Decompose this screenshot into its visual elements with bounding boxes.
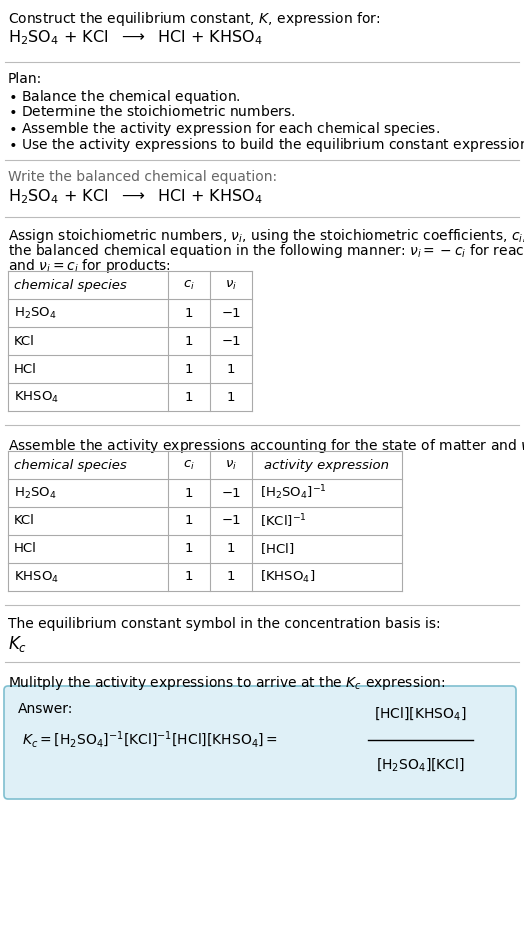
Text: 1: 1	[185, 390, 193, 403]
Text: HCl: HCl	[14, 543, 37, 555]
Text: $K_c = [\mathregular{H_2SO_4}]^{-1} [\mathregular{KCl}]^{-1} [\mathregular{HCl}]: $K_c = [\mathregular{H_2SO_4}]^{-1} [\ma…	[22, 730, 278, 751]
Text: $\mathregular{H_2SO_4}$ + KCl  $\longrightarrow$  HCl + $\mathregular{KHSO_4}$: $\mathregular{H_2SO_4}$ + KCl $\longrigh…	[8, 28, 263, 47]
Text: 1: 1	[185, 363, 193, 376]
Text: 1: 1	[227, 390, 235, 403]
Text: KCl: KCl	[14, 514, 35, 528]
Text: and $\nu_i = c_i$ for products:: and $\nu_i = c_i$ for products:	[8, 257, 171, 275]
Text: $\mathregular{H_2SO_4}$: $\mathregular{H_2SO_4}$	[14, 306, 57, 321]
Text: $\bullet$ Determine the stoichiometric numbers.: $\bullet$ Determine the stoichiometric n…	[8, 104, 296, 119]
Text: $\mathregular{H_2SO_4}$ + KCl  $\longrightarrow$  HCl + $\mathregular{KHSO_4}$: $\mathregular{H_2SO_4}$ + KCl $\longrigh…	[8, 187, 263, 206]
Text: 1: 1	[185, 334, 193, 347]
Text: 1: 1	[185, 543, 193, 555]
Text: −1: −1	[221, 307, 241, 320]
Text: $\bullet$ Balance the chemical equation.: $\bullet$ Balance the chemical equation.	[8, 88, 241, 106]
Text: $[\mathregular{KHSO_4}]$: $[\mathregular{KHSO_4}]$	[260, 569, 315, 585]
Text: 1: 1	[185, 487, 193, 499]
Text: $[\mathregular{H_2SO_4}]^{-1}$: $[\mathregular{H_2SO_4}]^{-1}$	[260, 484, 327, 502]
Text: $[\mathregular{H_2SO_4}][\mathregular{KCl}]$: $[\mathregular{H_2SO_4}][\mathregular{KC…	[376, 756, 464, 772]
Text: chemical species: chemical species	[14, 458, 127, 472]
Text: $\bullet$ Assemble the activity expression for each chemical species.: $\bullet$ Assemble the activity expressi…	[8, 120, 440, 138]
Text: $\nu_i$: $\nu_i$	[225, 458, 237, 472]
Text: $\mathregular{KHSO_4}$: $\mathregular{KHSO_4}$	[14, 569, 59, 585]
Text: $K_c$: $K_c$	[8, 634, 27, 654]
Text: $\mathregular{KHSO_4}$: $\mathregular{KHSO_4}$	[14, 389, 59, 404]
Text: KCl: KCl	[14, 334, 35, 347]
Text: Construct the equilibrium constant, $K$, expression for:: Construct the equilibrium constant, $K$,…	[8, 10, 380, 28]
Text: $\nu_i$: $\nu_i$	[225, 278, 237, 291]
Text: 1: 1	[227, 570, 235, 584]
Text: Plan:: Plan:	[8, 72, 42, 86]
Text: 1: 1	[227, 363, 235, 376]
Text: $\bullet$ Use the activity expressions to build the equilibrium constant express: $\bullet$ Use the activity expressions t…	[8, 136, 524, 154]
Text: 1: 1	[185, 307, 193, 320]
Text: 1: 1	[185, 570, 193, 584]
Text: Mulitply the activity expressions to arrive at the $K_c$ expression:: Mulitply the activity expressions to arr…	[8, 674, 445, 692]
Text: −1: −1	[221, 334, 241, 347]
Text: −1: −1	[221, 514, 241, 528]
Text: $\mathregular{H_2SO_4}$: $\mathregular{H_2SO_4}$	[14, 486, 57, 500]
Text: −1: −1	[221, 487, 241, 499]
Text: Answer:: Answer:	[18, 702, 73, 716]
FancyBboxPatch shape	[4, 686, 516, 799]
Text: $c_i$: $c_i$	[183, 458, 195, 472]
Text: 1: 1	[227, 543, 235, 555]
Text: Assemble the activity expressions accounting for the state of matter and $\nu_i$: Assemble the activity expressions accoun…	[8, 437, 524, 455]
Text: 1: 1	[185, 514, 193, 528]
Text: $c_i$: $c_i$	[183, 278, 195, 291]
Text: Assign stoichiometric numbers, $\nu_i$, using the stoichiometric coefficients, $: Assign stoichiometric numbers, $\nu_i$, …	[8, 227, 524, 245]
Text: chemical species: chemical species	[14, 278, 127, 291]
Text: activity expression: activity expression	[265, 458, 389, 472]
Text: HCl: HCl	[14, 363, 37, 376]
Text: $[\mathregular{HCl}]$: $[\mathregular{HCl}]$	[260, 542, 294, 556]
Text: the balanced chemical equation in the following manner: $\nu_i = -c_i$ for react: the balanced chemical equation in the fo…	[8, 242, 524, 260]
Text: $[\mathregular{KCl}]^{-1}$: $[\mathregular{KCl}]^{-1}$	[260, 512, 307, 530]
Text: The equilibrium constant symbol in the concentration basis is:: The equilibrium constant symbol in the c…	[8, 617, 441, 631]
Text: Write the balanced chemical equation:: Write the balanced chemical equation:	[8, 170, 277, 184]
Text: $[\mathregular{HCl}][\mathregular{KHSO_4}]$: $[\mathregular{HCl}][\mathregular{KHSO_4…	[374, 705, 466, 722]
